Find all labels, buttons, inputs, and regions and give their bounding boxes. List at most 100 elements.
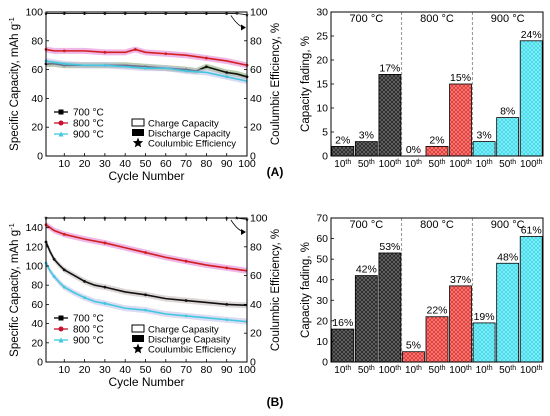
y-axis-label: Capacity fading, %: [300, 36, 312, 132]
data-point: [103, 241, 107, 245]
data-point: [184, 69, 188, 73]
category-number: 10: [334, 159, 346, 170]
bar: [519, 236, 543, 363]
group-label: 700 °C: [349, 219, 383, 231]
bar: [378, 74, 402, 157]
legend-marker: [132, 343, 144, 354]
y-axis-label-left-text: Specific Capacity, mAh g: [9, 230, 21, 357]
category-label: 10th: [476, 365, 493, 377]
category-suffix: th: [466, 365, 472, 372]
y-axis-label-left-sup: -1: [7, 223, 16, 230]
y-tick-label: 60: [316, 233, 328, 245]
category-label: 50th: [358, 159, 375, 171]
y-tick-label-left: 60: [31, 299, 43, 311]
y-tick-label: 30: [316, 295, 328, 307]
category-suffix: th: [345, 159, 351, 166]
y-tick-label-right: 60: [250, 270, 262, 282]
bar-value-label: 19%: [474, 311, 495, 323]
bar: [331, 145, 355, 157]
category-number: 50: [499, 365, 511, 376]
bar-value-label: 37%: [450, 274, 471, 286]
category-label: 10th: [334, 159, 351, 171]
data-point: [164, 52, 168, 56]
data-point: [204, 56, 208, 60]
bar-value-label: 16%: [332, 317, 353, 329]
bar-value-label: 3%: [477, 130, 492, 142]
category-label: 10th: [334, 365, 351, 377]
y-tick-label-left: 0: [37, 357, 43, 369]
line-chart-a: 10 20 30 40 50 60 70 80 90 1000204060801000204060…: [7, 7, 283, 184]
plot-frame: [45, 217, 248, 363]
category-number: 10: [405, 365, 417, 376]
legend-label: Discharge Capacity: [148, 129, 231, 140]
data-point: [133, 48, 137, 51]
legend-label: 900 °C: [73, 336, 104, 347]
bar-value-label: 3%: [359, 130, 374, 142]
bar: [472, 141, 496, 157]
legend-label: 900 °C: [73, 130, 104, 141]
panel-label: (A): [267, 165, 284, 179]
data-point: [62, 268, 66, 272]
category-number: 10: [476, 159, 488, 170]
y-tick-label: 30: [316, 7, 328, 19]
data-point: [144, 293, 147, 297]
series-line: [45, 241, 248, 307]
legend-label: Coulumbic Efficiency: [148, 139, 236, 150]
bar-value-label: 15%: [450, 72, 471, 84]
series-line: [45, 60, 248, 82]
y-axis-label-right: Coulumbic Efficiency, %: [270, 229, 282, 351]
y-axis-label-left-sup: -1: [7, 17, 16, 24]
category-suffix: th: [416, 365, 422, 372]
category-label: 50th: [499, 159, 516, 171]
category-number: 10: [334, 365, 346, 376]
bar: [425, 145, 449, 157]
y-tick-label-left: 20: [31, 122, 43, 134]
y-axis-label-left: Specific Capacity, mAh g-1: [7, 17, 22, 151]
y-tick-label-right: 100: [250, 7, 268, 19]
y-tick-label: 5: [322, 127, 328, 139]
y-tick-label: 25: [316, 31, 328, 43]
series-coulombic-efficiency: [44, 216, 249, 222]
category-number: 100: [520, 365, 537, 376]
data-point: [184, 299, 188, 302]
x-tick-label: 20: [79, 158, 91, 170]
y-tick-label-right: 100: [250, 213, 268, 225]
x-tick-label: 50: [140, 158, 152, 170]
arrow-head-icon: [241, 229, 246, 235]
data-point: [144, 66, 147, 70]
category-number: 100: [520, 159, 537, 170]
category-label: 50th: [429, 365, 446, 377]
data-point: [184, 314, 188, 318]
x-tick-label: 50: [140, 364, 152, 376]
x-tick-label: 70: [180, 364, 192, 376]
y-tick-label-right: 80: [250, 241, 262, 253]
category-suffix: th: [369, 365, 375, 372]
x-tick-label: 100: [238, 364, 256, 376]
data-point: [225, 303, 229, 306]
data-point: [184, 259, 188, 263]
bar: [354, 275, 378, 363]
bar-value-label: 8%: [500, 106, 515, 118]
category-number: 50: [358, 365, 370, 376]
category-label: 100th: [520, 365, 543, 377]
category-suffix: th: [537, 365, 543, 372]
bar-value-label: 0%: [406, 144, 421, 156]
series-band: [46, 239, 247, 309]
y-tick-label: 50: [316, 254, 328, 266]
x-tick-label: 60: [160, 364, 172, 376]
x-tick-label: 30: [99, 364, 111, 376]
x-axis-label: Cycle Number: [108, 169, 184, 183]
category-label: 100th: [379, 365, 402, 377]
y-tick-label: 15: [316, 79, 328, 91]
y-tick-label-right: 60: [250, 64, 262, 76]
x-tick-label: 10: [58, 364, 70, 376]
group-label: 800 °C: [420, 219, 454, 231]
bar-value-label: 5%: [406, 340, 421, 352]
data-point: [62, 49, 66, 53]
